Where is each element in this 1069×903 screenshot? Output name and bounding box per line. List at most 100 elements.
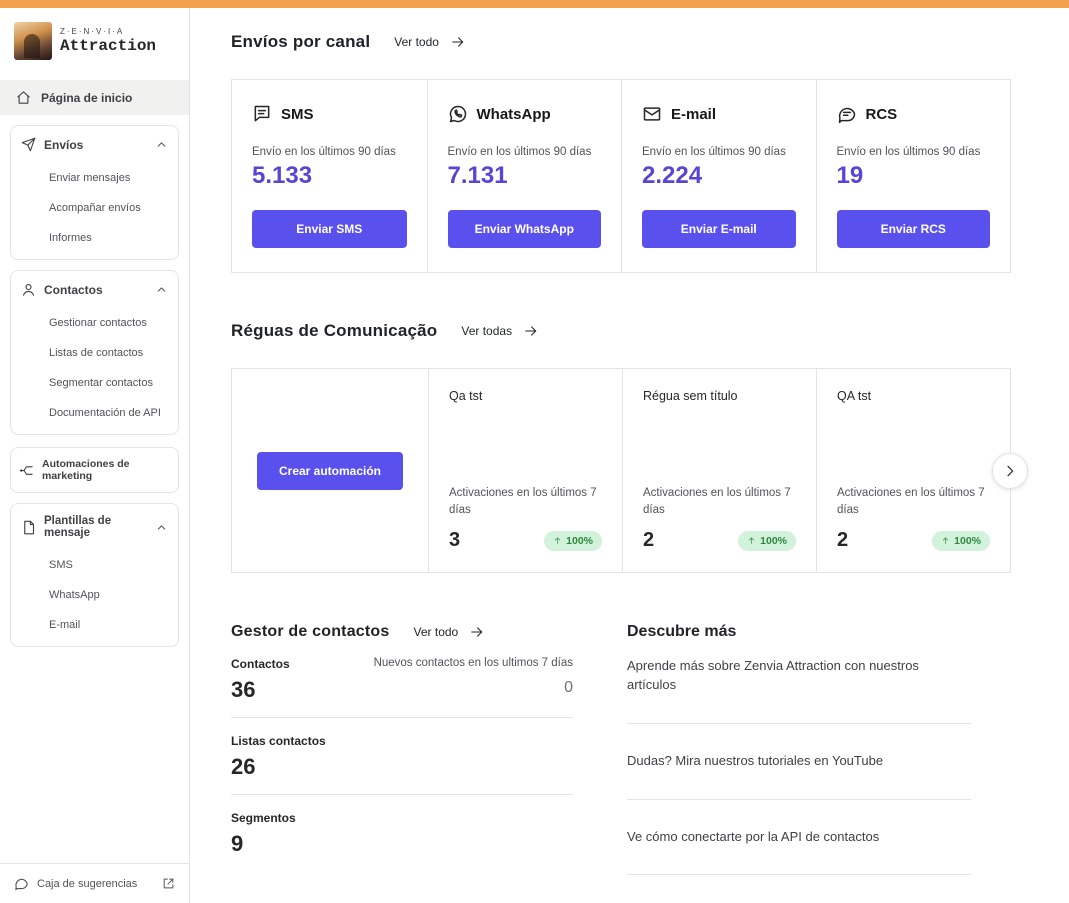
chevron-up-icon — [155, 283, 168, 296]
rule-value: 2 — [837, 529, 849, 551]
rule-caption: Activaciones en los últimos 7 días — [449, 486, 597, 516]
channel-caption: Envío en los últimos 90 días — [252, 146, 396, 158]
metric-value: 9 — [231, 831, 244, 856]
rule-caption: Activaciones en los últimos 7 días — [643, 486, 791, 516]
see-all-label: Ver todas — [461, 324, 513, 338]
send-whatsapp-button[interactable]: Enviar WhatsApp — [447, 210, 601, 248]
create-automation-button[interactable]: Crear automación — [257, 451, 403, 490]
discover-title: Descubre más — [627, 623, 737, 640]
sidebar-group-label: Envíos — [44, 137, 84, 152]
sidebar-group-envios-header[interactable]: Envíos — [11, 126, 178, 163]
home-icon — [16, 90, 31, 105]
file-icon — [21, 520, 36, 535]
discover-link-articles[interactable]: Aprende más sobre Zenvia Attraction con … — [627, 641, 971, 724]
workflow-icon — [19, 463, 34, 478]
metric-label: Listas contactos — [231, 734, 326, 748]
sidebar-item-home[interactable]: Página de inicio — [0, 80, 189, 115]
metric-value: 36 — [231, 677, 256, 702]
send-rcs-button[interactable]: Enviar RCS — [836, 210, 990, 248]
chat-bubble-icon — [14, 876, 29, 891]
channel-caption: Envío en los últimos 90 días — [447, 146, 592, 158]
sidebar-item-gestionar-contactos[interactable]: Gestionar contactos — [49, 317, 147, 329]
arrow-up-icon — [941, 536, 950, 545]
send-sms-button[interactable]: Enviar SMS — [252, 210, 407, 248]
rule-card[interactable]: Régua sem título Activaciones en los últ… — [622, 369, 816, 572]
sidebar-item-documentacion-api[interactable]: Documentación de API — [49, 407, 161, 419]
rule-trend-value: 100% — [566, 534, 593, 547]
suggestion-box-link[interactable]: Caja de sugerencias — [0, 863, 189, 903]
send-email-button[interactable]: Enviar E-mail — [642, 210, 796, 248]
sidebar-item-segmentar-contactos[interactable]: Segmentar contactos — [49, 377, 153, 389]
metric-sub-label: Nuevos contactos en los ultimos 7 días — [373, 657, 573, 669]
rule-trend-badge: 100% — [738, 530, 796, 551]
rule-caption: Activaciones en los últimos 7 días — [837, 486, 985, 516]
channel-card-rcs: RCS Envío en los últimos 90 días 19 Envi… — [815, 80, 1011, 272]
sidebar-item-plantillas-whatsapp[interactable]: WhatsApp — [49, 589, 100, 601]
channel-name: WhatsApp — [476, 105, 551, 123]
suggestion-box-label: Caja de sugerencias — [37, 877, 138, 890]
rule-name: QA tst — [837, 389, 872, 403]
sidebar-group-plantillas: Plantillas de mensaje SMS WhatsApp E-mai… — [10, 503, 179, 647]
sidebar-item-label: Automaciones de marketing — [42, 458, 130, 482]
sidebar-item-listas-de-contactos[interactable]: Listas de contactos — [49, 347, 144, 359]
channel-value: 19 — [836, 162, 864, 189]
sidebar-item-informes[interactable]: Informes — [49, 232, 92, 244]
rule-trend-badge: 100% — [544, 530, 602, 551]
sidebar-item-enviar-mensajes[interactable]: Enviar mensajes — [49, 172, 131, 184]
rules-see-all-link[interactable]: Ver todas — [461, 324, 540, 338]
arrow-right-icon — [468, 625, 486, 639]
contacts-row-segmentos: Segmentos 9 — [231, 795, 573, 871]
sidebar-item-acompanar-envios[interactable]: Acompañar envíos — [49, 202, 141, 214]
top-accent-bar — [0, 0, 1069, 8]
sidebar-group-contactos-header[interactable]: Contactos — [11, 271, 178, 308]
contacts-title: Gestor de contactos — [231, 623, 390, 640]
rules-section: Réguas de Comunicação Ver todas Crear au… — [231, 321, 1028, 573]
rule-value: 3 — [449, 529, 461, 551]
metric-label: Contactos — [231, 657, 290, 671]
rcs-icon — [837, 104, 857, 124]
arrow-up-icon — [747, 536, 756, 545]
sidebar-group-envios: Envíos Enviar mensajes Acompañar envíos … — [10, 125, 179, 260]
channel-card-sms: SMS Envío en los últimos 90 días 5.133 E… — [232, 80, 427, 272]
rules-cards: Crear automación Qa tst Activaciones en … — [231, 368, 1011, 573]
person-icon — [21, 282, 36, 297]
rule-trend-value: 100% — [954, 534, 981, 547]
rules-next-button[interactable] — [992, 452, 1028, 489]
rule-card[interactable]: Qa tst Activaciones en los últimos 7 día… — [428, 369, 622, 572]
send-icon — [21, 137, 36, 152]
sidebar-item-plantillas-sms[interactable]: SMS — [49, 559, 73, 571]
discover-section: Descubre más Aprende más sobre Zenvia At… — [627, 623, 971, 876]
rule-trend-badge: 100% — [932, 530, 990, 551]
rule-value: 2 — [643, 529, 655, 551]
contacts-see-all-link[interactable]: Ver todo — [414, 625, 487, 639]
rules-title: Réguas de Comunicação — [231, 321, 438, 340]
sidebar: Z·E·N·V·I·A Attraction Página de inicio … — [0, 8, 190, 903]
sidebar-group-label: Contactos — [44, 282, 103, 297]
rule-card[interactable]: QA tst Activaciones en los últimos 7 día… — [816, 369, 1010, 572]
channel-card-whatsapp: WhatsApp Envío en los últimos 90 días 7.… — [426, 80, 622, 272]
discover-link-youtube[interactable]: Dudas? Mira nuestros tutoriales en YouTu… — [627, 724, 971, 800]
channel-value: 5.133 — [252, 162, 313, 189]
brand-product: Attraction — [60, 37, 157, 55]
brand-name: Z·E·N·V·I·A — [60, 27, 125, 36]
metric-label: Segmentos — [231, 811, 296, 825]
sidebar-item-automaciones[interactable]: Automaciones de marketing — [10, 447, 179, 493]
sidebar-group-plantillas-header[interactable]: Plantillas de mensaje — [11, 504, 178, 550]
channel-name: SMS — [281, 105, 314, 123]
app-window: Z·E·N·V·I·A Attraction Página de inicio … — [0, 8, 1069, 903]
contacts-row-listas: Listas contactos 26 — [231, 718, 573, 795]
channel-cards: SMS Envío en los últimos 90 días 5.133 E… — [231, 79, 1011, 273]
contacts-section: Gestor de contactos Ver todo Contactos 3… — [231, 623, 573, 875]
channels-see-all-link[interactable]: Ver todo — [394, 35, 467, 49]
channel-caption: Envío en los últimos 90 días — [836, 146, 981, 158]
brand-logo[interactable]: Z·E·N·V·I·A Attraction — [0, 8, 189, 72]
discover-link-api[interactable]: Ve cómo conectarte por la API de contact… — [627, 800, 971, 876]
sms-icon — [252, 104, 272, 124]
metric-value: 26 — [231, 754, 256, 779]
chevron-up-icon — [155, 521, 168, 534]
see-all-label: Ver todo — [394, 35, 439, 49]
channel-value: 2.224 — [642, 162, 703, 189]
arrow-up-icon — [553, 536, 562, 545]
sidebar-item-plantillas-email[interactable]: E-mail — [49, 619, 81, 631]
channel-name: RCS — [865, 105, 898, 123]
